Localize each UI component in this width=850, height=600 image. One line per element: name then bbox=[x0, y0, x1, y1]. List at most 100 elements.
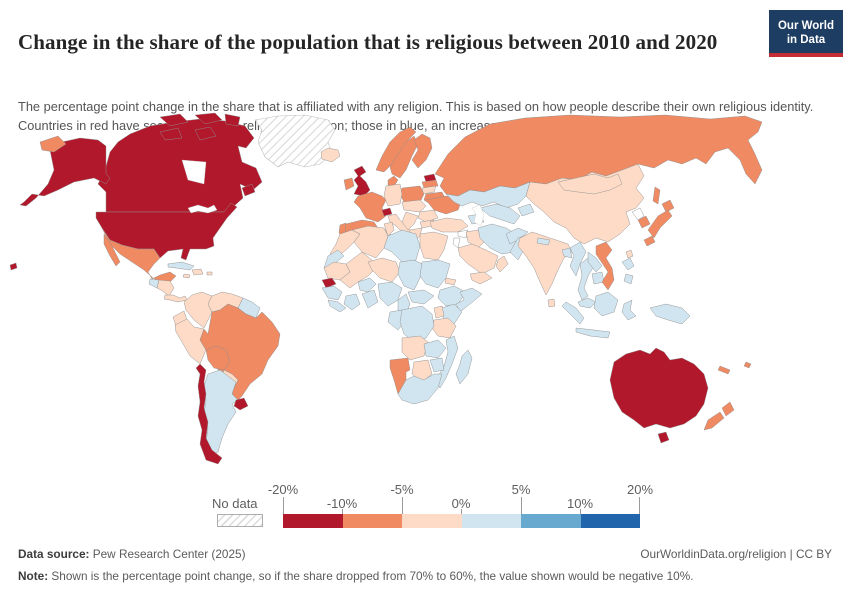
country-laos[interactable] bbox=[587, 251, 603, 273]
country-vietnam[interactable] bbox=[595, 241, 615, 291]
country-france[interactable] bbox=[353, 191, 387, 223]
country-canada-island[interactable] bbox=[194, 112, 223, 125]
country-fiji[interactable] bbox=[743, 361, 752, 369]
country-ireland[interactable] bbox=[343, 177, 355, 191]
country-finland[interactable] bbox=[411, 133, 433, 169]
legend-segment-increase-large[interactable] bbox=[580, 514, 640, 528]
country-central-african-republic[interactable] bbox=[407, 289, 435, 305]
country-germany[interactable] bbox=[383, 183, 403, 207]
country-balkans[interactable] bbox=[401, 211, 419, 231]
legend-color-bar[interactable] bbox=[283, 514, 640, 528]
country-mexico-baja[interactable] bbox=[103, 233, 121, 267]
country-latvia[interactable] bbox=[421, 179, 439, 189]
country-philippines-south[interactable] bbox=[623, 273, 634, 285]
country-japan-hokkaido[interactable] bbox=[661, 199, 675, 213]
country-indonesia-java[interactable] bbox=[575, 327, 611, 339]
country-chile[interactable] bbox=[195, 363, 223, 465]
country-somalia[interactable] bbox=[455, 287, 483, 313]
legend-segment-decline-large[interactable] bbox=[283, 514, 343, 528]
country-canada-island[interactable] bbox=[159, 127, 183, 141]
country-norway[interactable] bbox=[375, 126, 417, 173]
country-egypt[interactable] bbox=[419, 231, 449, 261]
country-new-caledonia[interactable] bbox=[717, 365, 731, 375]
country-guinea[interactable] bbox=[321, 285, 343, 301]
country-eritrea[interactable] bbox=[444, 277, 457, 286]
country-angola[interactable] bbox=[401, 335, 429, 361]
country-madagascar[interactable] bbox=[455, 349, 473, 385]
country-new-zealand-south[interactable] bbox=[703, 411, 725, 431]
country-north-korea[interactable] bbox=[631, 207, 645, 221]
country-costa-rica-panama[interactable] bbox=[163, 294, 188, 303]
country-papua-new-guinea[interactable] bbox=[649, 303, 691, 325]
country-australia-tasmania[interactable] bbox=[657, 431, 670, 444]
country-uruguay[interactable] bbox=[233, 397, 249, 411]
country-indonesia-borneo[interactable] bbox=[593, 291, 619, 317]
country-usa-hawaii[interactable] bbox=[10, 262, 18, 271]
country-greenland[interactable] bbox=[254, 114, 336, 168]
country-chad[interactable] bbox=[397, 259, 423, 291]
country-israel-jordan[interactable] bbox=[452, 237, 461, 249]
country-japan-kyushu[interactable] bbox=[643, 235, 656, 247]
country-indonesia-sumatra[interactable] bbox=[561, 301, 585, 325]
country-cote-divoire[interactable] bbox=[343, 293, 361, 311]
country-mali[interactable] bbox=[339, 251, 377, 289]
country-canada-island[interactable] bbox=[224, 113, 241, 127]
country-russia-chukotka[interactable] bbox=[39, 135, 67, 153]
country-mexico[interactable] bbox=[101, 227, 177, 283]
country-taiwan[interactable] bbox=[625, 249, 634, 259]
country-jamaica[interactable] bbox=[182, 273, 191, 279]
country-canada-island[interactable] bbox=[159, 113, 189, 127]
country-ghana-togo-benin[interactable] bbox=[361, 289, 379, 309]
country-libya[interactable] bbox=[383, 229, 421, 263]
country-oman[interactable] bbox=[495, 255, 509, 273]
country-sierra-leone-liberia[interactable] bbox=[327, 299, 347, 313]
citation-link[interactable]: OurWorldinData.org/religion | CC BY bbox=[640, 547, 832, 561]
country-puerto-rico[interactable] bbox=[206, 271, 213, 276]
country-iceland[interactable] bbox=[320, 147, 341, 163]
country-japan-honshu[interactable] bbox=[647, 209, 673, 239]
country-australia[interactable] bbox=[609, 347, 709, 429]
country-nepal[interactable] bbox=[536, 237, 551, 246]
country-indonesia-sulawesi[interactable] bbox=[621, 299, 637, 321]
country-afghanistan[interactable] bbox=[505, 227, 529, 245]
country-kyrgyzstan-tajikistan[interactable] bbox=[517, 203, 535, 217]
country-yemen[interactable] bbox=[469, 271, 493, 285]
country-mongolia[interactable] bbox=[557, 173, 623, 195]
country-alaska-usa[interactable] bbox=[19, 137, 111, 207]
country-malaysia[interactable] bbox=[577, 297, 597, 309]
country-denmark[interactable] bbox=[387, 175, 399, 187]
country-kazakhstan[interactable] bbox=[445, 181, 531, 209]
country-new-zealand-north[interactable] bbox=[721, 401, 735, 417]
country-uzbekistan-turkmenistan[interactable] bbox=[479, 203, 521, 225]
country-central-europe[interactable] bbox=[401, 199, 427, 213]
legend-no-data-swatch[interactable] bbox=[217, 514, 263, 527]
country-sudan[interactable] bbox=[419, 259, 451, 289]
country-saudi-arabia[interactable] bbox=[457, 243, 499, 275]
country-india[interactable] bbox=[517, 231, 573, 296]
country-south-africa[interactable] bbox=[397, 373, 443, 405]
legend-segment-decline-small[interactable] bbox=[402, 514, 462, 528]
country-honduras-nicaragua[interactable] bbox=[156, 279, 175, 297]
country-burkina-faso[interactable] bbox=[357, 277, 377, 293]
country-canada-island[interactable] bbox=[194, 126, 217, 141]
country-dr-congo[interactable] bbox=[399, 305, 435, 343]
country-argentina[interactable] bbox=[203, 369, 239, 457]
country-turkey[interactable] bbox=[429, 217, 469, 233]
owid-logo[interactable]: Our World in Data bbox=[769, 10, 843, 57]
country-senegal[interactable] bbox=[321, 277, 337, 289]
country-zimbabwe[interactable] bbox=[429, 357, 445, 373]
country-uganda[interactable] bbox=[433, 305, 445, 319]
country-cuba[interactable] bbox=[167, 261, 195, 271]
country-canada-newfoundland[interactable] bbox=[241, 183, 256, 197]
country-algeria[interactable] bbox=[351, 225, 389, 259]
country-niger[interactable] bbox=[367, 257, 401, 283]
country-zambia[interactable] bbox=[423, 339, 447, 359]
country-switzerland[interactable] bbox=[381, 207, 393, 217]
world-choropleth-map[interactable] bbox=[10, 112, 840, 477]
country-canada[interactable] bbox=[97, 118, 263, 213]
country-hispaniola[interactable] bbox=[191, 268, 204, 276]
country-philippines[interactable] bbox=[621, 257, 635, 271]
country-poland[interactable] bbox=[399, 185, 425, 203]
country-bolivia[interactable] bbox=[205, 345, 231, 371]
country-united-kingdom[interactable] bbox=[353, 165, 371, 197]
